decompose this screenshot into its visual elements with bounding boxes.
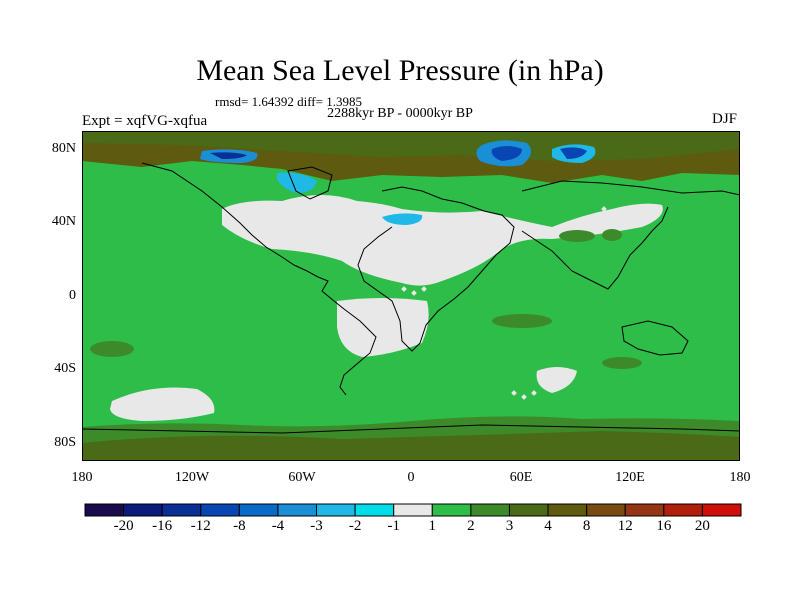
lon-label: 0 [407,470,415,485]
lon-label: 60W [288,470,316,485]
lat-label: 40S [54,361,76,376]
colorbar-swatch [547,503,588,517]
colorbar-swatch [663,503,703,517]
colorbar-label: -1 [387,518,400,534]
colorbar-swatch [316,503,356,517]
colorbar-label: -3 [310,518,323,534]
field-south-pacific-neutral [110,387,215,421]
colorbar-label: 8 [582,518,591,534]
colorbar-swatch [624,503,665,517]
colorbar-label: -8 [233,518,246,534]
colorbar [84,503,742,517]
field-south-atlantic-neutral [337,298,429,357]
coastlines [82,162,740,434]
colorbar-label: 1 [428,518,437,534]
colorbar-swatch [84,503,125,517]
colorbar-swatch [586,503,626,517]
experiment-label: Expt = xqfVG-xqfua [82,113,208,129]
lat-label: 40N [51,214,76,229]
field-greenland-low [277,172,317,193]
colorbar-label: 4 [544,518,552,534]
season-label: DJF [712,111,738,127]
colorbar-swatch [200,503,240,517]
colorbar-swatch [470,503,510,517]
lon-label: 60E [509,470,533,485]
hatching [401,206,617,400]
lat-label: 80S [54,435,76,450]
colorbar-label: -20 [113,518,134,534]
colorbar-label: -4 [271,518,285,534]
colorbar-label: -16 [152,518,173,534]
colorbar-label: 20 [694,518,710,534]
period-text: 2288kyr BP - 0000kyr BP [327,106,473,121]
lat-label: 0 [69,288,76,303]
colorbar-swatch [393,503,433,517]
field-mediterranean [382,213,423,225]
colorbar-swatch [238,503,279,517]
colorbar-swatch [161,503,202,517]
colorbar-label: 2 [467,518,475,534]
lon-label: 180 [71,470,93,485]
lat-label: 80N [51,141,76,156]
colorbar-swatch [508,503,549,517]
field-asia-positive [559,230,595,242]
field-north-atlantic-neutral [222,195,663,286]
pressure-map [82,131,740,461]
page-title: Mean Sea Level Pressure (in hPa) [196,54,604,87]
colorbar-label: -2 [348,518,362,534]
lon-label: 180 [729,470,751,485]
stats-text: rmsd= 1.64392 diff= 1.3985 [215,94,362,109]
colorbar-label: 12 [617,518,633,534]
colorbar-swatch [277,503,318,517]
colorbar-swatch [701,503,742,517]
colorbar-label: 3 [505,518,514,534]
colorbar-swatch [354,503,395,517]
lon-label: 120E [615,470,645,485]
colorbar-swatch [123,503,163,517]
colorbar-label: -12 [190,518,211,534]
colorbar-label: 16 [656,518,672,534]
lon-label: 120W [174,470,210,485]
colorbar-swatch [431,503,472,517]
